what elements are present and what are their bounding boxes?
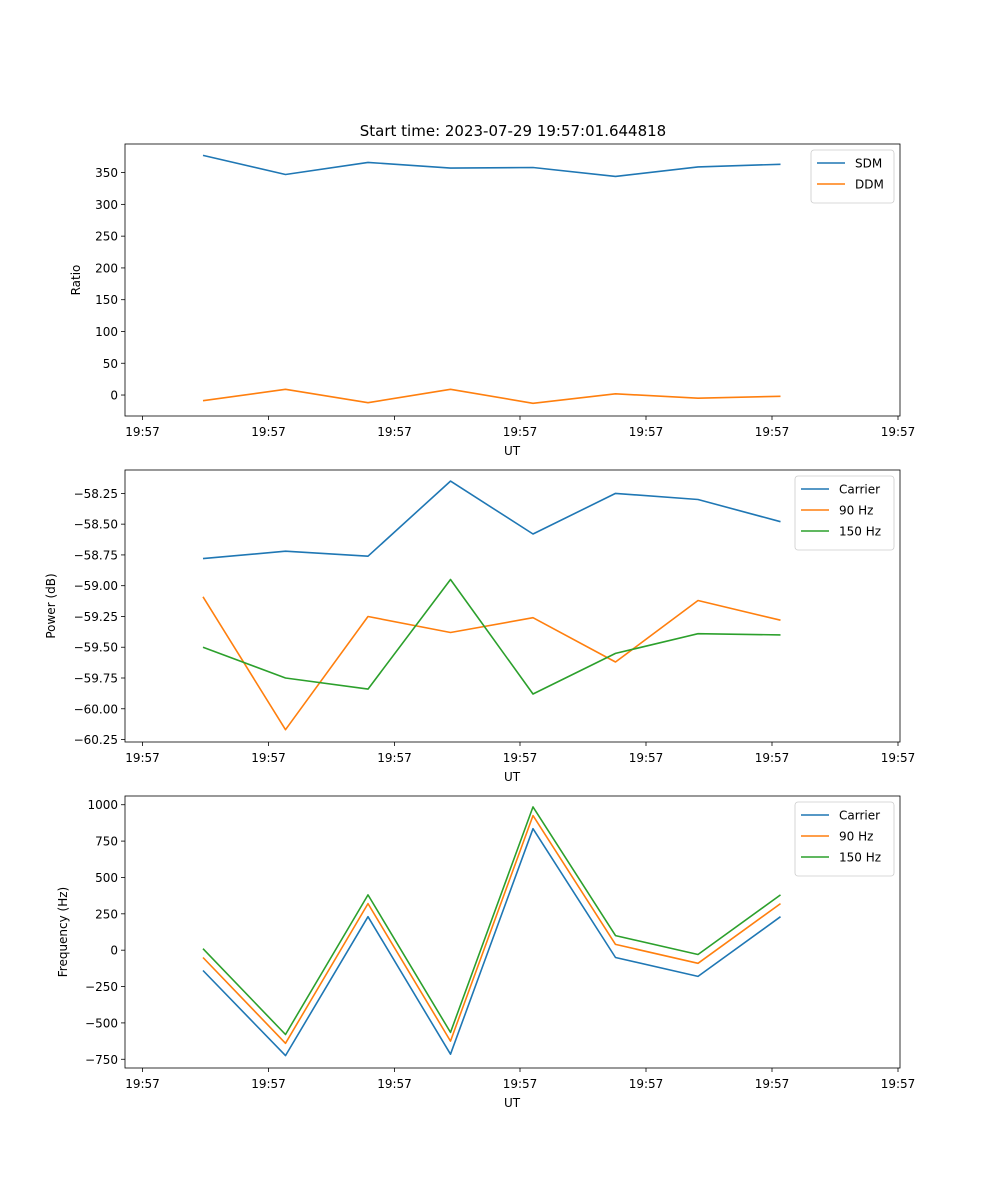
series-line-2	[202, 814, 781, 1045]
y-tick-label: 250	[95, 907, 118, 921]
series-line-1	[202, 480, 781, 560]
x-tick-label: 19:57	[251, 425, 286, 439]
legend-label: Carrier	[839, 809, 880, 823]
x-tick-label: 19:57	[629, 425, 664, 439]
figure-title: Start time: 2023-07-29 19:57:01.644818	[360, 122, 666, 140]
y-tick-label: −60.25	[74, 733, 118, 747]
x-tick-label: 19:57	[755, 1077, 790, 1091]
legend-label: Carrier	[839, 483, 880, 497]
x-axis-label: UT	[504, 1096, 521, 1110]
y-tick-label: −59.75	[74, 672, 118, 686]
x-tick-label: 19:57	[629, 751, 664, 765]
series-line-3	[202, 806, 781, 1036]
y-tick-label: 500	[95, 871, 118, 885]
y-tick-label: 750	[95, 835, 118, 849]
series-line-2	[202, 596, 781, 731]
x-tick-label: 19:57	[881, 425, 916, 439]
y-tick-label: 350	[95, 166, 118, 180]
y-tick-label: −500	[85, 1016, 118, 1030]
legend-label: 90 Hz	[839, 504, 873, 518]
plot-frame	[124, 143, 901, 417]
plot-frame	[124, 469, 901, 743]
legend: Carrier 90 Hz 150 Hz	[794, 475, 895, 551]
y-tick-label: 1000	[87, 798, 118, 812]
x-tick-label: 19:57	[125, 751, 160, 765]
y-tick-label: 0	[110, 389, 118, 403]
series-line-2	[202, 388, 781, 405]
y-tick-label: −60.00	[74, 702, 118, 716]
legend: Carrier 90 Hz 150 Hz	[794, 801, 895, 877]
y-tick-label: 250	[95, 230, 118, 244]
x-tick-label: 19:57	[881, 1077, 916, 1091]
chart-panels: 19:57 19:57 19:57 19:57 19:57 19:57 19:57 UT 0 50…	[44, 143, 916, 1110]
x-tick-label: 19:57	[251, 751, 286, 765]
chart-panel-2: 19:57 19:57 19:57 19:57 19:57 19:57 19:57 UT −60…	[44, 469, 916, 784]
y-tick-label: −750	[85, 1053, 118, 1067]
y-tick-label: −59.25	[74, 610, 118, 624]
x-tick-label: 19:57	[629, 1077, 664, 1091]
y-axis-label: Power (dB)	[44, 573, 58, 638]
y-tick-label: 200	[95, 261, 118, 275]
y-tick-label: −58.50	[74, 518, 118, 532]
x-tick-label: 19:57	[503, 751, 538, 765]
y-tick-label: 150	[95, 293, 118, 307]
chart-panel-3: 19:57 19:57 19:57 19:57 19:57 19:57 19:57 UT −75…	[56, 795, 916, 1110]
x-tick-label: 19:57	[251, 1077, 286, 1091]
chart-panel-1: 19:57 19:57 19:57 19:57 19:57 19:57 19:57 UT 0 50…	[69, 143, 916, 458]
legend-label: 150 Hz	[839, 525, 881, 539]
plot-frame	[124, 795, 901, 1069]
y-tick-label: −58.75	[74, 548, 118, 562]
series-line-3	[202, 578, 781, 695]
x-tick-label: 19:57	[125, 1077, 160, 1091]
x-tick-label: 19:57	[503, 425, 538, 439]
y-tick-label: 50	[103, 357, 118, 371]
y-axis-label: Ratio	[69, 265, 83, 296]
legend-label: 150 Hz	[839, 851, 881, 865]
y-tick-label: 300	[95, 198, 118, 212]
x-tick-label: 19:57	[377, 1077, 412, 1091]
x-tick-label: 19:57	[377, 425, 412, 439]
x-tick-label: 19:57	[125, 425, 160, 439]
y-tick-label: −59.50	[74, 641, 118, 655]
x-tick-label: 19:57	[881, 751, 916, 765]
x-tick-label: 19:57	[755, 425, 790, 439]
y-tick-label: −250	[85, 980, 118, 994]
x-tick-label: 19:57	[377, 751, 412, 765]
legend-label: 90 Hz	[839, 830, 873, 844]
y-tick-label: −59.00	[74, 579, 118, 593]
y-tick-label: −58.25	[74, 487, 118, 501]
x-axis-label: UT	[504, 770, 521, 784]
x-tick-label: 19:57	[755, 751, 790, 765]
legend-label: DDM	[855, 178, 884, 192]
y-axis-label: Frequency (Hz)	[56, 887, 70, 978]
y-tick-label: 0	[110, 944, 118, 958]
series-line-1	[202, 827, 781, 1057]
x-axis-label: UT	[504, 444, 521, 458]
legend-label: SDM	[855, 157, 882, 171]
series-line-1	[202, 154, 781, 178]
legend: SDM DDM	[810, 149, 895, 204]
x-tick-label: 19:57	[503, 1077, 538, 1091]
y-tick-label: 100	[95, 325, 118, 339]
